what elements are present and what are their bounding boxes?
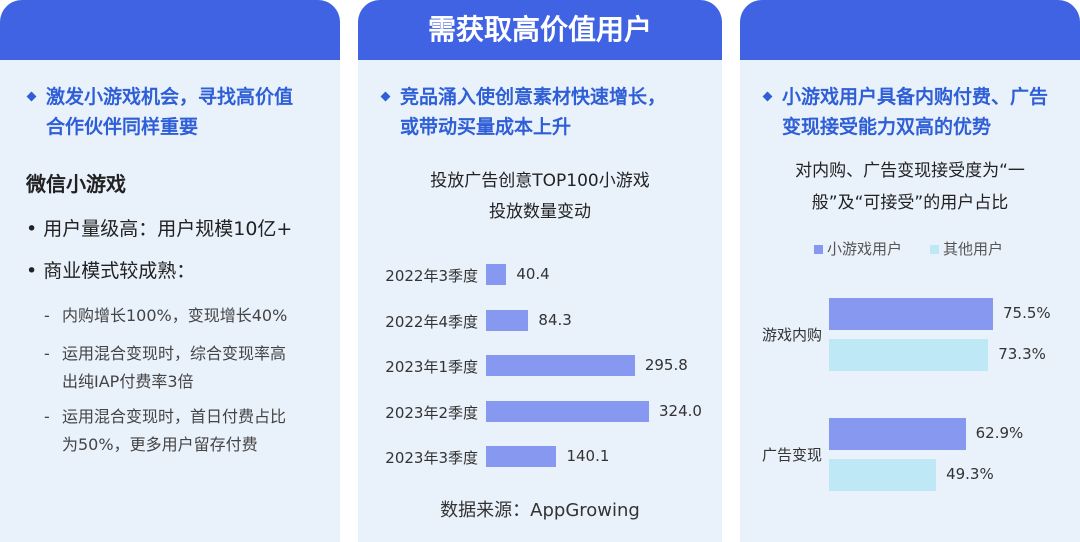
legend-label-mini: 小游戏用户: [827, 240, 903, 258]
middle-highlight: 竞品涌入使创意素材快速增长， 或带动买量成本上升: [380, 82, 716, 142]
middle-chart-title-line1: 投放广告创意TOP100小游戏: [430, 171, 650, 191]
value-label: 324.0: [659, 401, 702, 420]
middle-panel-header: [358, 0, 722, 60]
category-label: 2022年3季度: [385, 267, 478, 285]
bar: [486, 355, 635, 376]
value-label: 73.3%: [998, 345, 1046, 363]
bar: [486, 264, 507, 285]
value-label: 140.1: [566, 447, 610, 465]
left-bullet-1: • 用户量级高：用户规模10亿+: [26, 214, 292, 241]
left-bullet-2-text: 商业模式较成熟：: [43, 260, 196, 282]
bar: [829, 418, 966, 450]
right-panel: 小游戏用户具备内购付费、广告 变现接受能力双高的优势 对内购、广告变现接受度为“…: [740, 0, 1080, 542]
bar: [829, 298, 993, 330]
bar: [829, 339, 989, 371]
middle-header-title: 需获取高价值用户: [427, 13, 652, 46]
right-highlight-line2: 变现接受能力双高的优势: [782, 116, 992, 138]
right-highlight-line1: 小游戏用户具备内购付费、广告: [782, 86, 1049, 108]
middle-panel: 需获取高价值用户 竞品涌入使创意素材快速增长， 或带动买量成本上升 投放广告创意…: [358, 0, 722, 542]
data-source: 数据来源：AppGrowing: [440, 500, 640, 521]
dash-icon: -: [44, 306, 50, 325]
category-label: 游戏内购: [761, 326, 822, 344]
value-label: 49.3%: [946, 465, 994, 483]
left-sub-3: - 运用混合变现时，首日付费占比 为50%，更多用户留存付费: [44, 403, 332, 459]
dot-bullet-icon: •: [26, 218, 44, 240]
value-label: 62.9%: [975, 424, 1024, 442]
right-chart-title-line1: 对内购、广告变现接受度为“一: [795, 161, 1025, 181]
bar: [486, 400, 649, 422]
value-label: 40.4: [516, 265, 550, 283]
right-chart-title: 对内购、广告变现接受度为“一 般”及“可接受”的用户占比: [740, 155, 1080, 219]
legend-label-other: 其他用户: [943, 240, 1004, 258]
left-panel: 激发小游戏机会，寻找高价值 合作伙伴同样重要 微信小游戏 • 用户量级高：用户规…: [0, 0, 340, 542]
category-label: 2023年1季度: [385, 358, 478, 376]
bar: [486, 309, 529, 331]
category-label: 2023年2季度: [385, 403, 478, 422]
category-label: 2022年4季度: [385, 312, 478, 331]
value-label: 75.5%: [1003, 304, 1051, 322]
dot-bullet-icon: •: [26, 260, 44, 282]
left-sub-3-line2: 为50%，更多用户留存付费: [62, 435, 258, 454]
left-sub-3-line1: 运用混合变现时，首日付费占比: [62, 407, 287, 426]
left-bullet-1-text: 用户量级高：用户规模10亿+: [43, 218, 293, 240]
diamond-bullet-icon: [380, 91, 391, 102]
middle-chart-title-line2: 投放数量变动: [489, 202, 591, 222]
legend-swatch-other: [930, 245, 939, 254]
left-heading: 微信小游戏: [26, 172, 126, 196]
left-sub-2: - 运用混合变现时，综合变现率高 出纯IAP付费率3倍: [44, 340, 332, 396]
value-label: 84.3: [538, 310, 572, 329]
dash-icon: -: [44, 344, 50, 363]
right-chart-title-line2: 般”及“可接受”的用户占比: [811, 193, 1009, 213]
category-label: 广告变现: [761, 446, 822, 464]
legend-mini-game-users: 小游戏用户: [814, 238, 902, 259]
left-highlight-line2: 合作伙伴同样重要: [46, 116, 199, 138]
left-panel-header: [0, 0, 340, 60]
middle-chart-title: 投放广告创意TOP100小游戏 投放数量变动: [358, 166, 722, 228]
left-sub-2-line1: 运用混合变现时，综合变现率高: [62, 344, 287, 363]
left-bullet-2: • 商业模式较成熟：: [26, 256, 195, 283]
left-highlight: 激发小游戏机会，寻找高价值 合作伙伴同样重要: [26, 82, 336, 142]
dash-icon: -: [44, 407, 50, 426]
legend-other-users: 其他用户: [930, 238, 1003, 259]
category-label: 2023年3季度: [385, 449, 478, 467]
right-panel-header: [740, 0, 1080, 60]
middle-highlight-line1: 竞品涌入使创意素材快速增长，: [400, 86, 667, 108]
diamond-bullet-icon: [26, 91, 37, 102]
left-sub-1: - 内购增长100%，变现增长40%: [44, 302, 332, 330]
left-highlight-line1: 激发小游戏机会，寻找高价值: [46, 86, 294, 108]
left-sub-2-line2: 出纯IAP付费率3倍: [62, 372, 194, 391]
legend-swatch-mini: [814, 245, 823, 254]
bar: [486, 446, 557, 467]
right-highlight: 小游戏用户具备内购付费、广告 变现接受能力双高的优势: [762, 82, 1078, 142]
bar: [829, 459, 937, 491]
left-sub-1-text: 内购增长100%，变现增长40%: [62, 306, 288, 325]
diamond-bullet-icon: [762, 91, 773, 102]
value-label: 295.8: [644, 356, 688, 374]
middle-highlight-line2: 或带动买量成本上升: [400, 116, 572, 138]
